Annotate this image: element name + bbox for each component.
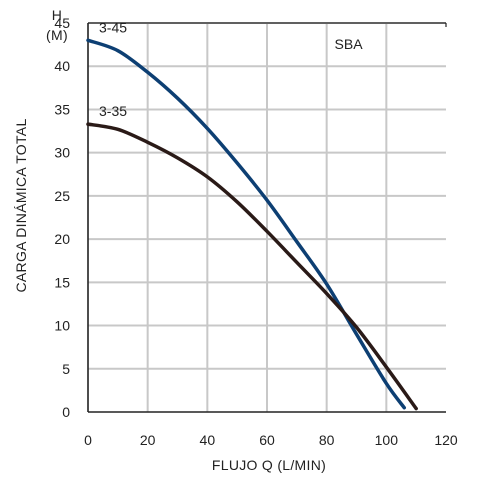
y-tick-label: 5 [62, 361, 70, 377]
y-tick-label: 20 [54, 231, 70, 247]
y-tick-label: 0 [62, 404, 70, 420]
series-label-3-45: 3-45 [99, 19, 127, 35]
series-label-3-35: 3-35 [99, 103, 127, 119]
y-tick-label: 10 [54, 318, 70, 334]
y-axis-unit: (M) [46, 27, 68, 43]
x-tick-label: 80 [319, 432, 335, 448]
x-tick-label: 0 [84, 432, 92, 448]
x-axis-ticks: 0 20 40 60 80 100 120 [84, 432, 458, 448]
y-tick-label: 15 [54, 274, 70, 290]
x-tick-label: 60 [259, 432, 275, 448]
y-tick-label: 30 [54, 145, 70, 161]
y-tick-label: 45 [54, 15, 70, 31]
x-tick-label: 20 [140, 432, 156, 448]
y-axis-title: CARGA DINÁMICA TOTAL [13, 118, 29, 292]
y-axis-unit-symbol: H [52, 7, 62, 23]
y-tick-label: 40 [54, 58, 70, 74]
x-tick-label: 100 [375, 432, 399, 448]
y-axis-ticks: 0 5 10 15 20 25 30 35 40 45 [54, 15, 70, 420]
series-labels: 3-45 3-35 [99, 19, 127, 119]
series-line-3-35 [86, 122, 418, 411]
y-tick-label: 35 [54, 101, 70, 117]
x-tick-label: 40 [200, 432, 216, 448]
plot-frame [87, 22, 447, 413]
series-lines [86, 38, 418, 411]
x-tick-label: 120 [434, 432, 458, 448]
model-label: SBA [335, 36, 364, 52]
series-line-3-45 [86, 38, 406, 410]
x-axis-title: FLUJO Q (L/MIN) [212, 457, 326, 473]
y-tick-label: 25 [54, 188, 70, 204]
